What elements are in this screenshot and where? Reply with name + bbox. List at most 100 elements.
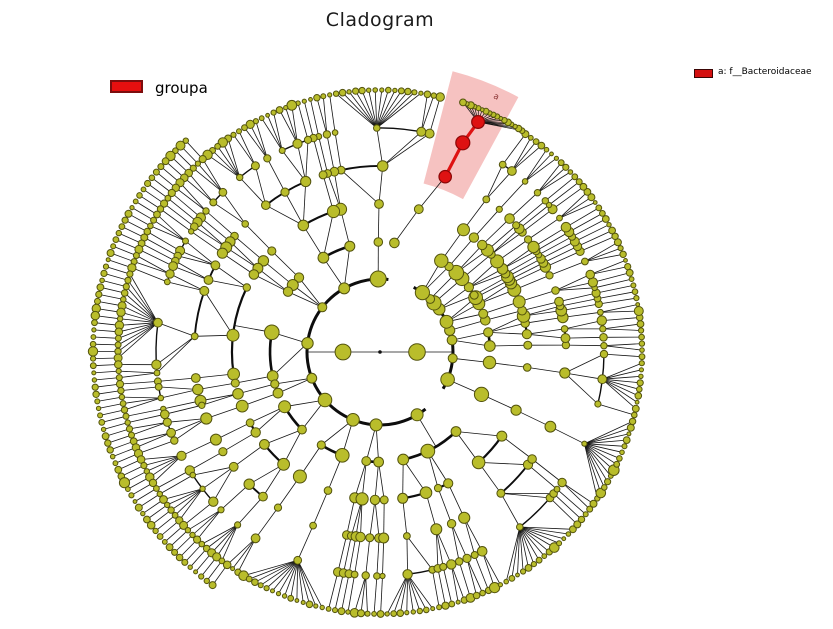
edge-line bbox=[167, 197, 198, 223]
clade-node bbox=[350, 570, 359, 579]
leaf-node bbox=[565, 531, 572, 537]
clade-node bbox=[447, 353, 458, 364]
clade-node bbox=[446, 559, 457, 570]
edge-line bbox=[382, 537, 385, 577]
leaf-node bbox=[628, 276, 635, 283]
clade-node bbox=[118, 393, 126, 401]
clade-node bbox=[507, 166, 517, 176]
clade-node bbox=[594, 400, 602, 408]
clade-node bbox=[369, 418, 383, 432]
leaf-node bbox=[258, 115, 265, 122]
edge-line bbox=[196, 509, 222, 540]
edge-line bbox=[597, 403, 635, 416]
leaf-node bbox=[161, 157, 170, 166]
edge-line bbox=[374, 89, 378, 129]
edge-line bbox=[435, 529, 444, 567]
leaf-node bbox=[404, 610, 410, 616]
clade-node bbox=[440, 372, 455, 387]
leaf-node bbox=[91, 377, 98, 383]
edge-line bbox=[602, 323, 641, 330]
clade-node bbox=[263, 154, 272, 163]
clade-node bbox=[184, 527, 192, 534]
edge-line bbox=[312, 490, 329, 526]
edge-line bbox=[227, 138, 241, 178]
edge-line bbox=[601, 317, 640, 321]
edge-line bbox=[208, 279, 247, 288]
edge-line bbox=[129, 421, 168, 430]
leaf-node bbox=[121, 216, 129, 224]
clade-node bbox=[171, 511, 179, 519]
edge-line bbox=[556, 488, 586, 515]
edge-line bbox=[156, 470, 190, 489]
clade-node bbox=[389, 237, 400, 249]
edge-line bbox=[526, 328, 565, 335]
leaf-node bbox=[143, 515, 151, 524]
highlight-node bbox=[471, 114, 486, 129]
edge-line bbox=[298, 277, 323, 308]
edge-line bbox=[376, 90, 396, 129]
leaf-node bbox=[152, 527, 159, 535]
leaf-node bbox=[638, 367, 645, 373]
edge-line bbox=[537, 162, 562, 193]
edge-line bbox=[169, 529, 189, 548]
leaf-node bbox=[193, 569, 199, 575]
edge-line bbox=[215, 422, 251, 440]
leaf-node bbox=[592, 200, 598, 205]
edge-line bbox=[378, 461, 385, 500]
clade-node bbox=[446, 519, 457, 529]
edge-line bbox=[535, 231, 570, 252]
leaf-node bbox=[236, 128, 242, 135]
edge-line bbox=[481, 551, 495, 588]
edge-line bbox=[175, 150, 194, 169]
edge-line bbox=[249, 559, 298, 580]
clade-node bbox=[243, 478, 255, 490]
edge-line bbox=[342, 92, 378, 129]
edge-line bbox=[466, 558, 477, 596]
edge-line bbox=[133, 261, 171, 275]
leaf-node bbox=[366, 87, 372, 93]
leaf-node bbox=[599, 210, 606, 217]
edge-line bbox=[584, 433, 629, 445]
edge-line bbox=[138, 440, 175, 454]
edge-line bbox=[266, 560, 298, 589]
edge-line bbox=[533, 226, 567, 248]
edge-line bbox=[146, 504, 168, 520]
clade-node bbox=[140, 461, 148, 470]
edge-line bbox=[129, 273, 159, 323]
edge-line bbox=[378, 165, 384, 205]
edge-line bbox=[559, 196, 592, 219]
clade-node bbox=[504, 213, 515, 224]
clade-node bbox=[521, 178, 529, 185]
edge-line bbox=[481, 218, 510, 246]
edge-line bbox=[579, 235, 616, 252]
clade-node bbox=[373, 572, 381, 580]
edge-line bbox=[463, 517, 483, 552]
edge-line bbox=[577, 230, 613, 247]
edge-line bbox=[179, 182, 207, 212]
edge-line bbox=[152, 455, 182, 484]
clade-legend-swatch bbox=[694, 69, 713, 78]
edge-line bbox=[136, 255, 171, 275]
clade-node bbox=[524, 235, 533, 244]
edge-line bbox=[192, 509, 222, 536]
sibling-arc bbox=[500, 464, 529, 495]
edge-line bbox=[174, 534, 193, 553]
edge-line bbox=[584, 443, 598, 499]
edge-line bbox=[121, 396, 161, 399]
edge-line bbox=[100, 286, 125, 294]
leaf-node bbox=[115, 229, 123, 237]
edge-line bbox=[561, 482, 594, 505]
edge-line bbox=[549, 261, 586, 276]
leaf-node bbox=[601, 484, 608, 491]
clade-node bbox=[597, 308, 604, 316]
clade-node bbox=[198, 401, 206, 409]
clade-node bbox=[280, 187, 290, 197]
clade-node bbox=[463, 282, 474, 293]
edge-line bbox=[177, 255, 216, 266]
clade-node bbox=[199, 485, 206, 492]
clade-node bbox=[250, 533, 261, 544]
clade-node bbox=[230, 378, 240, 388]
edge-line bbox=[602, 378, 640, 390]
highlight-wedge bbox=[423, 71, 519, 200]
clade-node bbox=[560, 325, 569, 333]
